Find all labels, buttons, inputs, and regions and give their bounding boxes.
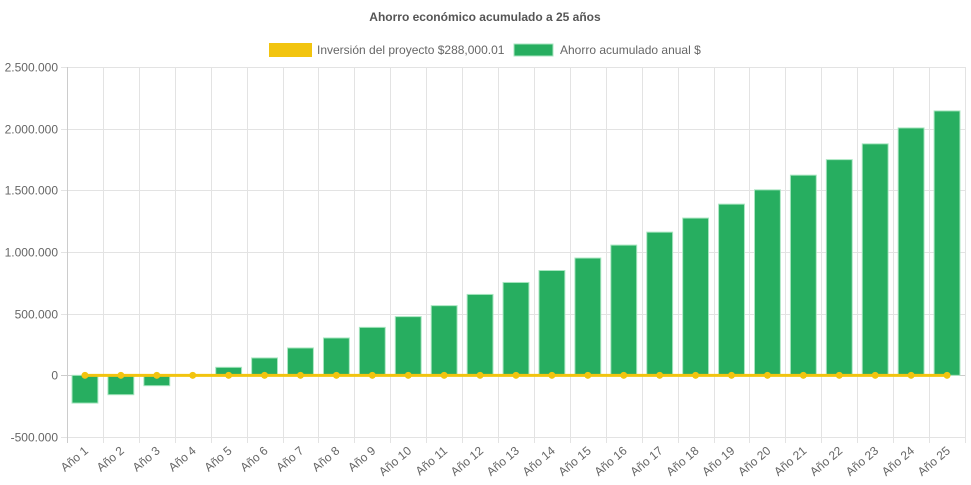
investment-point [117, 371, 125, 379]
legend-item-investment[interactable]: Inversión del proyecto $288,000.01 [269, 43, 505, 57]
y-tick-label: 500.000 [15, 308, 59, 322]
investment-point [512, 371, 520, 379]
investment-point [368, 371, 376, 379]
bar [754, 189, 781, 376]
bar [933, 110, 961, 376]
investment-point [763, 371, 771, 379]
legend-swatch-savings [513, 43, 554, 57]
bar [358, 326, 386, 376]
x-tick-label: Año 2 [94, 443, 127, 474]
bar [825, 159, 853, 376]
legend-swatch-investment [269, 43, 312, 57]
x-tick-label: Año 1 [58, 443, 91, 474]
bar [897, 127, 925, 376]
bar-series [71, 110, 961, 404]
y-tick-label: -500.000 [11, 431, 59, 445]
legend-label-savings: Ahorro acumulado anual $ [560, 43, 701, 57]
x-tick-label: Año 9 [345, 443, 378, 474]
investment-point [656, 371, 664, 379]
investment-point [189, 371, 197, 379]
line-series [81, 371, 951, 379]
legend-label-investment: Inversión del proyecto $288,000.01 [317, 43, 505, 57]
x-tick-label: Año 14 [520, 443, 558, 478]
bar [71, 374, 99, 404]
bar [430, 305, 458, 376]
x-tick-label: Año 25 [915, 443, 953, 478]
x-tick-label: Año 18 [663, 443, 701, 478]
bar [322, 337, 350, 376]
bar [502, 281, 530, 376]
bar [861, 143, 889, 376]
x-tick-label: Año 21 [771, 443, 809, 478]
investment-point [907, 371, 915, 379]
bar [682, 217, 710, 376]
legend: Inversión del proyecto $288,000.01 Ahorr… [269, 43, 701, 57]
y-tick-label: 0 [51, 369, 58, 383]
x-tick-label: Año 23 [843, 443, 881, 478]
bar [610, 244, 638, 376]
x-tick-label: Año 13 [484, 443, 522, 478]
chart-title: Ahorro económico acumulado a 25 años [369, 10, 601, 24]
x-tick-label: Año 15 [556, 443, 594, 478]
bar [466, 293, 494, 376]
x-tick-label: Año 8 [309, 443, 342, 474]
investment-point [943, 371, 951, 379]
investment-point [548, 371, 556, 379]
investment-point [835, 371, 843, 379]
investment-point [799, 371, 807, 379]
y-tick-label: 1.500.000 [5, 184, 59, 198]
bar [789, 174, 817, 376]
x-tick-label: Año 10 [376, 443, 414, 478]
investment-point [440, 371, 448, 379]
investment-point [728, 371, 736, 379]
x-axis: Año 1 Año 2 Año 3 Año 4 Año 5 Año 6 Año 7 Año 8… [58, 443, 953, 478]
x-tick-label: Año 6 [237, 443, 270, 474]
x-tick-label: Año 20 [735, 443, 773, 478]
y-tick-label: 1.000.000 [5, 246, 59, 260]
x-tick-label: Año 11 [413, 443, 451, 478]
investment-point [404, 371, 412, 379]
investment-point [153, 371, 161, 379]
x-tick-label: Año 19 [699, 443, 737, 478]
y-tick-label: 2.000.000 [5, 123, 59, 137]
x-tick-label: Año 22 [807, 443, 845, 478]
x-tick-label: Año 7 [273, 443, 306, 474]
bar [287, 347, 314, 376]
y-axis: -500.000 0 500.000 1.000.000 1.500.000 2.000.… [5, 61, 59, 445]
x-tick-label: Año 12 [448, 443, 486, 478]
investment-point [332, 371, 340, 379]
y-tick-label: 2.500.000 [5, 61, 59, 75]
investment-point [476, 371, 484, 379]
investment-point [692, 371, 700, 379]
bar [718, 203, 745, 376]
x-tick-label: Año 4 [166, 443, 199, 474]
x-tick-label: Año 16 [592, 443, 630, 478]
bar [538, 270, 566, 376]
investment-point [296, 371, 304, 379]
investment-point [620, 371, 628, 379]
grid [61, 67, 966, 443]
legend-item-savings[interactable]: Ahorro acumulado anual $ [513, 43, 701, 57]
bar [394, 316, 422, 376]
bar [646, 231, 674, 376]
x-tick-label: Año 3 [130, 443, 163, 474]
investment-point [225, 371, 233, 379]
bar [574, 257, 602, 376]
investment-point [261, 371, 269, 379]
x-tick-label: Año 5 [202, 443, 235, 474]
investment-point [81, 371, 89, 379]
x-tick-label: Año 17 [627, 443, 665, 478]
x-tick-label: Año 24 [879, 443, 917, 478]
investment-point [871, 371, 879, 379]
investment-point [584, 371, 592, 379]
